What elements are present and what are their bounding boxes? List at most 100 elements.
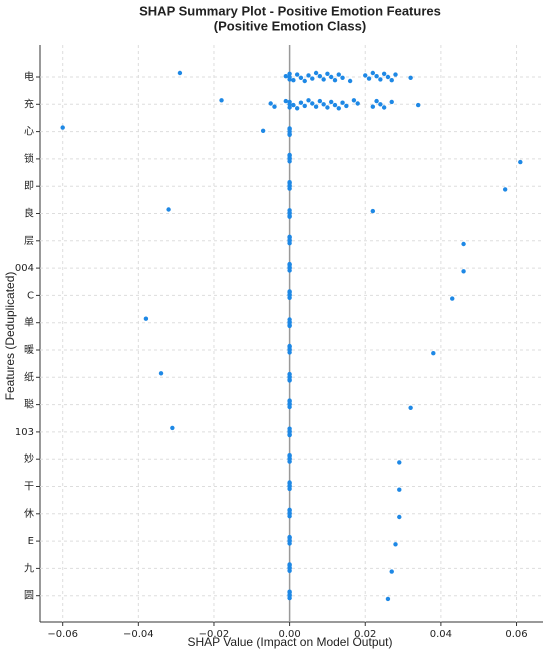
y-tick-label: 纸 (24, 370, 34, 383)
point (287, 211, 292, 216)
point (329, 99, 334, 105)
point (177, 70, 183, 76)
point (287, 265, 292, 271)
point (310, 76, 315, 81)
point (260, 128, 266, 133)
point (287, 590, 292, 595)
point (450, 296, 455, 301)
chart-title: SHAP Summary Plot - Positive Emotion Fea… (139, 3, 441, 18)
x-tick-label: −0.04 (123, 629, 154, 640)
point (287, 156, 292, 162)
point (287, 238, 292, 243)
point (347, 78, 353, 84)
point (317, 98, 323, 104)
point (370, 208, 376, 214)
chart-subtitle: (Positive Emotion Class) (214, 18, 366, 33)
x-tick-label: 0.06 (505, 629, 527, 640)
point (397, 460, 402, 465)
point (461, 269, 466, 274)
point (381, 105, 387, 110)
point (336, 106, 341, 111)
point (272, 104, 277, 109)
point (389, 78, 394, 83)
point (291, 102, 296, 108)
point (351, 98, 357, 103)
point (381, 71, 387, 77)
point (287, 290, 292, 295)
point (313, 70, 319, 76)
point (283, 98, 289, 104)
point (287, 344, 292, 349)
y-tick-label: C (27, 290, 34, 301)
point (287, 593, 292, 598)
x-axis-label: SHAP Value (Impact on Model Output) (188, 635, 393, 649)
point (287, 317, 292, 322)
point (378, 77, 383, 82)
point (287, 71, 292, 77)
point (287, 538, 292, 544)
point (518, 159, 523, 165)
point (306, 98, 311, 103)
point (287, 127, 292, 132)
point (317, 74, 323, 79)
y-tick-label: 单 (24, 317, 34, 329)
point (170, 425, 175, 431)
y-tick-label: 103 (15, 427, 34, 438)
point (294, 72, 300, 77)
point (332, 78, 338, 83)
point (313, 104, 319, 109)
point (60, 125, 65, 130)
point (325, 105, 330, 110)
point (393, 542, 398, 547)
point (287, 99, 292, 105)
point (287, 153, 292, 158)
point (287, 180, 292, 186)
point (287, 375, 292, 380)
y-tick-label: 九 (24, 562, 34, 574)
point (287, 426, 292, 431)
point (355, 101, 360, 106)
point (268, 101, 273, 106)
point (329, 74, 334, 80)
point (287, 184, 292, 189)
point (344, 103, 349, 109)
x-tick-label: 0.02 (354, 629, 376, 640)
point (366, 76, 372, 81)
point (287, 208, 292, 213)
y-tick-label: 充 (24, 97, 34, 110)
x-tick-label: 0.04 (430, 629, 452, 640)
point (336, 72, 341, 77)
point (397, 514, 402, 520)
y-axis-label: Features (Deduplicated) (3, 272, 17, 401)
point (325, 71, 330, 77)
point (287, 293, 292, 298)
point (287, 508, 292, 513)
point (302, 103, 307, 109)
point (363, 73, 368, 78)
point (298, 75, 304, 81)
point (321, 77, 326, 82)
point (287, 347, 292, 353)
point (389, 569, 394, 574)
point (287, 429, 292, 435)
y-tick-label: 电 (24, 70, 34, 83)
y-tick-label: 圆 (24, 590, 34, 602)
y-tick-label: 妙 (24, 452, 34, 465)
point (158, 371, 164, 376)
point (502, 187, 508, 192)
point (287, 484, 292, 489)
point (415, 102, 421, 108)
point (287, 481, 292, 486)
y-tick-label: 层 (24, 235, 34, 247)
point (166, 207, 171, 212)
point (287, 371, 292, 377)
point (287, 511, 292, 516)
point (287, 535, 292, 541)
point (287, 74, 292, 80)
point (287, 566, 292, 571)
point (389, 99, 394, 105)
point (287, 323, 292, 329)
y-tick-label: 锁 (24, 152, 34, 165)
y-tick-label: 即 (24, 180, 34, 192)
point (393, 72, 398, 77)
